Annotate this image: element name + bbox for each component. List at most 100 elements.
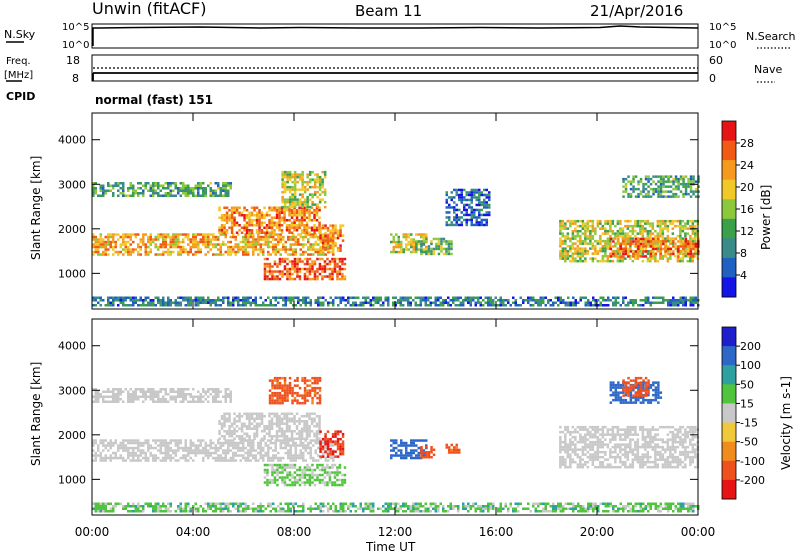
power-cell (579, 254, 582, 258)
velocity-cell (324, 444, 327, 447)
velocity-cell (294, 446, 297, 450)
power-cell (619, 242, 623, 246)
power-cell (277, 296, 280, 299)
power-cell (331, 241, 335, 245)
velocity-cell (184, 456, 187, 460)
power-cell (392, 248, 395, 251)
power-cell (591, 237, 595, 240)
velocity-cell (319, 455, 322, 458)
power-cell (272, 296, 275, 299)
power-cell (298, 200, 302, 204)
velocity-cell (187, 446, 190, 450)
power-cell (144, 304, 147, 307)
velocity-cell (134, 459, 137, 462)
power-cell (323, 262, 327, 266)
velocity-cell (137, 398, 140, 401)
power-cell (172, 240, 175, 244)
power-cell (157, 182, 160, 185)
power-cell (332, 299, 335, 302)
velocity-cell (159, 398, 162, 401)
power-cell (687, 185, 690, 188)
velocity-cell (268, 432, 271, 435)
power-cell (326, 229, 330, 232)
power-cell (159, 245, 162, 249)
velocity-cell (308, 483, 312, 487)
velocity-cell (127, 446, 130, 450)
velocity-cell (92, 439, 95, 442)
power-cell (454, 304, 457, 307)
velocity-cell (312, 444, 315, 447)
power-cell (164, 194, 167, 197)
power-cell (194, 304, 197, 307)
power-cell (689, 240, 693, 243)
power-cell (689, 304, 692, 307)
power-cell (517, 304, 520, 307)
velocity-cell (286, 396, 289, 400)
power-cell (617, 301, 620, 304)
velocity-cell (249, 451, 252, 455)
power-cell (586, 234, 590, 238)
power-cell (407, 233, 410, 236)
power-cell (652, 240, 655, 243)
power-cell (144, 233, 147, 236)
power-cell (654, 229, 657, 233)
power-cell (331, 226, 335, 230)
power-cell (311, 262, 314, 266)
power-cell (686, 222, 690, 225)
velocity-cell (202, 451, 205, 455)
velocity-cell (104, 454, 107, 457)
power-cell (392, 240, 395, 244)
power-cell (473, 196, 476, 199)
power-cell (280, 209, 284, 212)
velocity-cell (289, 451, 292, 455)
power-cell (312, 253, 315, 256)
power-cell (477, 296, 480, 299)
velocity-cell (152, 454, 155, 457)
power-cell (339, 296, 342, 299)
power-cell (567, 304, 570, 307)
power-cell (273, 216, 276, 219)
power-cell (323, 173, 327, 176)
velocity-cell (317, 439, 320, 442)
power-cell (634, 254, 637, 258)
power-cell (147, 253, 150, 256)
velocity-cell (209, 441, 212, 445)
power-cell (249, 245, 252, 249)
velocity-cell (212, 390, 215, 393)
velocity-cell (137, 395, 140, 398)
power-cell (692, 190, 695, 193)
power-cell (407, 296, 410, 299)
velocity-cell (324, 451, 327, 455)
velocity-cell (187, 388, 190, 391)
power-cell (419, 299, 422, 302)
velocity-cell (137, 454, 140, 457)
velocity-cell (102, 456, 105, 460)
velocity-cell (296, 481, 299, 484)
power-cell (447, 240, 451, 243)
velocity-cell (194, 451, 197, 455)
velocity-cell (147, 441, 150, 445)
velocity-cell (266, 463, 269, 467)
velocity-cell (288, 430, 291, 433)
power-cell (336, 231, 340, 235)
velocity-cell (249, 446, 252, 450)
power-cell (499, 304, 502, 307)
velocity-cell (303, 437, 306, 440)
power-cell (584, 229, 587, 233)
velocity-cell (306, 399, 309, 402)
power-cell (264, 233, 267, 236)
velocity-cell (324, 440, 327, 443)
power-cell (94, 245, 97, 249)
velocity-cell (142, 456, 145, 460)
velocity-cell (283, 379, 287, 382)
power-cell (691, 229, 695, 233)
power-cell (247, 253, 250, 256)
power-cell (659, 224, 662, 228)
velocity-cell (303, 399, 307, 402)
power-cell (596, 224, 600, 228)
power-cell (263, 257, 267, 261)
power-cell (102, 238, 105, 241)
velocity-cell (286, 483, 289, 487)
velocity-cell (267, 446, 270, 450)
power-cell (470, 188, 473, 192)
